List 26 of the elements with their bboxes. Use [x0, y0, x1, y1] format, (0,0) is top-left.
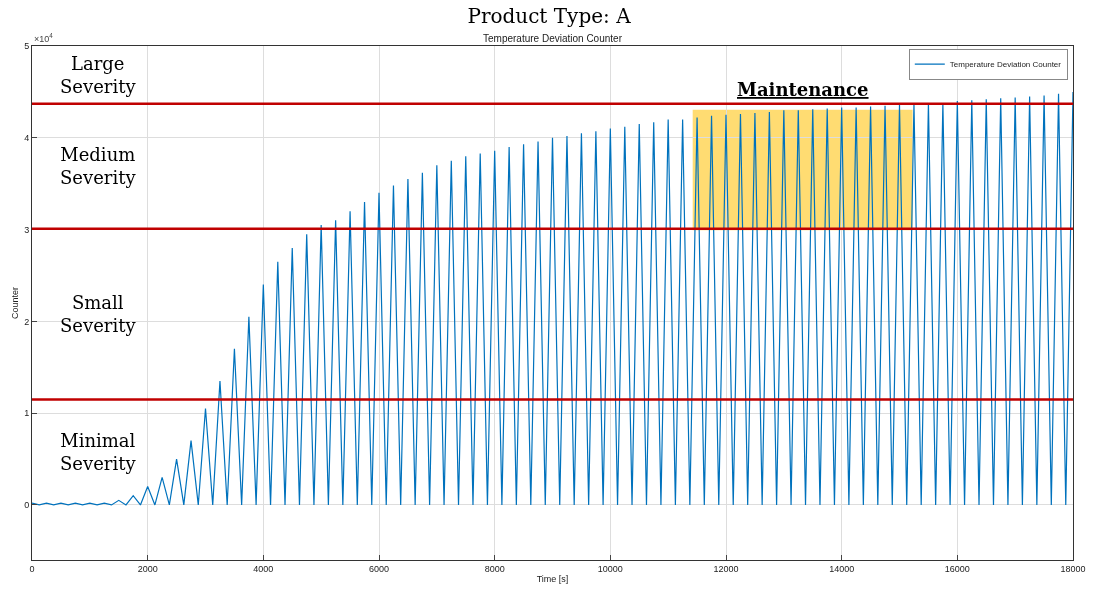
x-axis-title: Time [s]: [536, 573, 569, 584]
y-tick-label: 3: [24, 224, 30, 235]
y-tick-label: 1: [24, 408, 30, 419]
annotation: Minimal Severity: [60, 430, 137, 475]
legend-label: Temperature Deviation Counter: [949, 60, 1062, 70]
x-tick-label: 2000: [137, 563, 158, 574]
annotation: Large Severity: [60, 53, 137, 98]
x-tick-label: 10000: [597, 563, 623, 574]
x-tick-label: 8000: [484, 563, 505, 574]
chart-subtitle: Temperature Deviation Counter: [483, 33, 623, 44]
band-label: Maintenance: [737, 79, 869, 100]
x-tick-label: 14000: [829, 563, 855, 574]
annotation: Medium Severity: [60, 144, 137, 189]
y-tick-label: 4: [24, 132, 30, 143]
y-tick-label: 2: [24, 316, 30, 327]
x-tick-label: 6000: [368, 563, 390, 574]
chart-title: Product Type: A: [467, 3, 632, 28]
x-tick-label: 18000: [1060, 563, 1086, 574]
x-tick-label: 12000: [713, 563, 739, 574]
annotation: Small Severity: [60, 292, 137, 337]
y-tick-label: 5: [24, 41, 30, 52]
y-tick-label: 0: [24, 500, 30, 511]
x-tick-label: 4000: [253, 563, 274, 574]
text: ×10$^{4}$: [34, 32, 54, 44]
x-tick-label: 16000: [944, 563, 970, 574]
y-axis-title: Counter: [9, 286, 20, 320]
